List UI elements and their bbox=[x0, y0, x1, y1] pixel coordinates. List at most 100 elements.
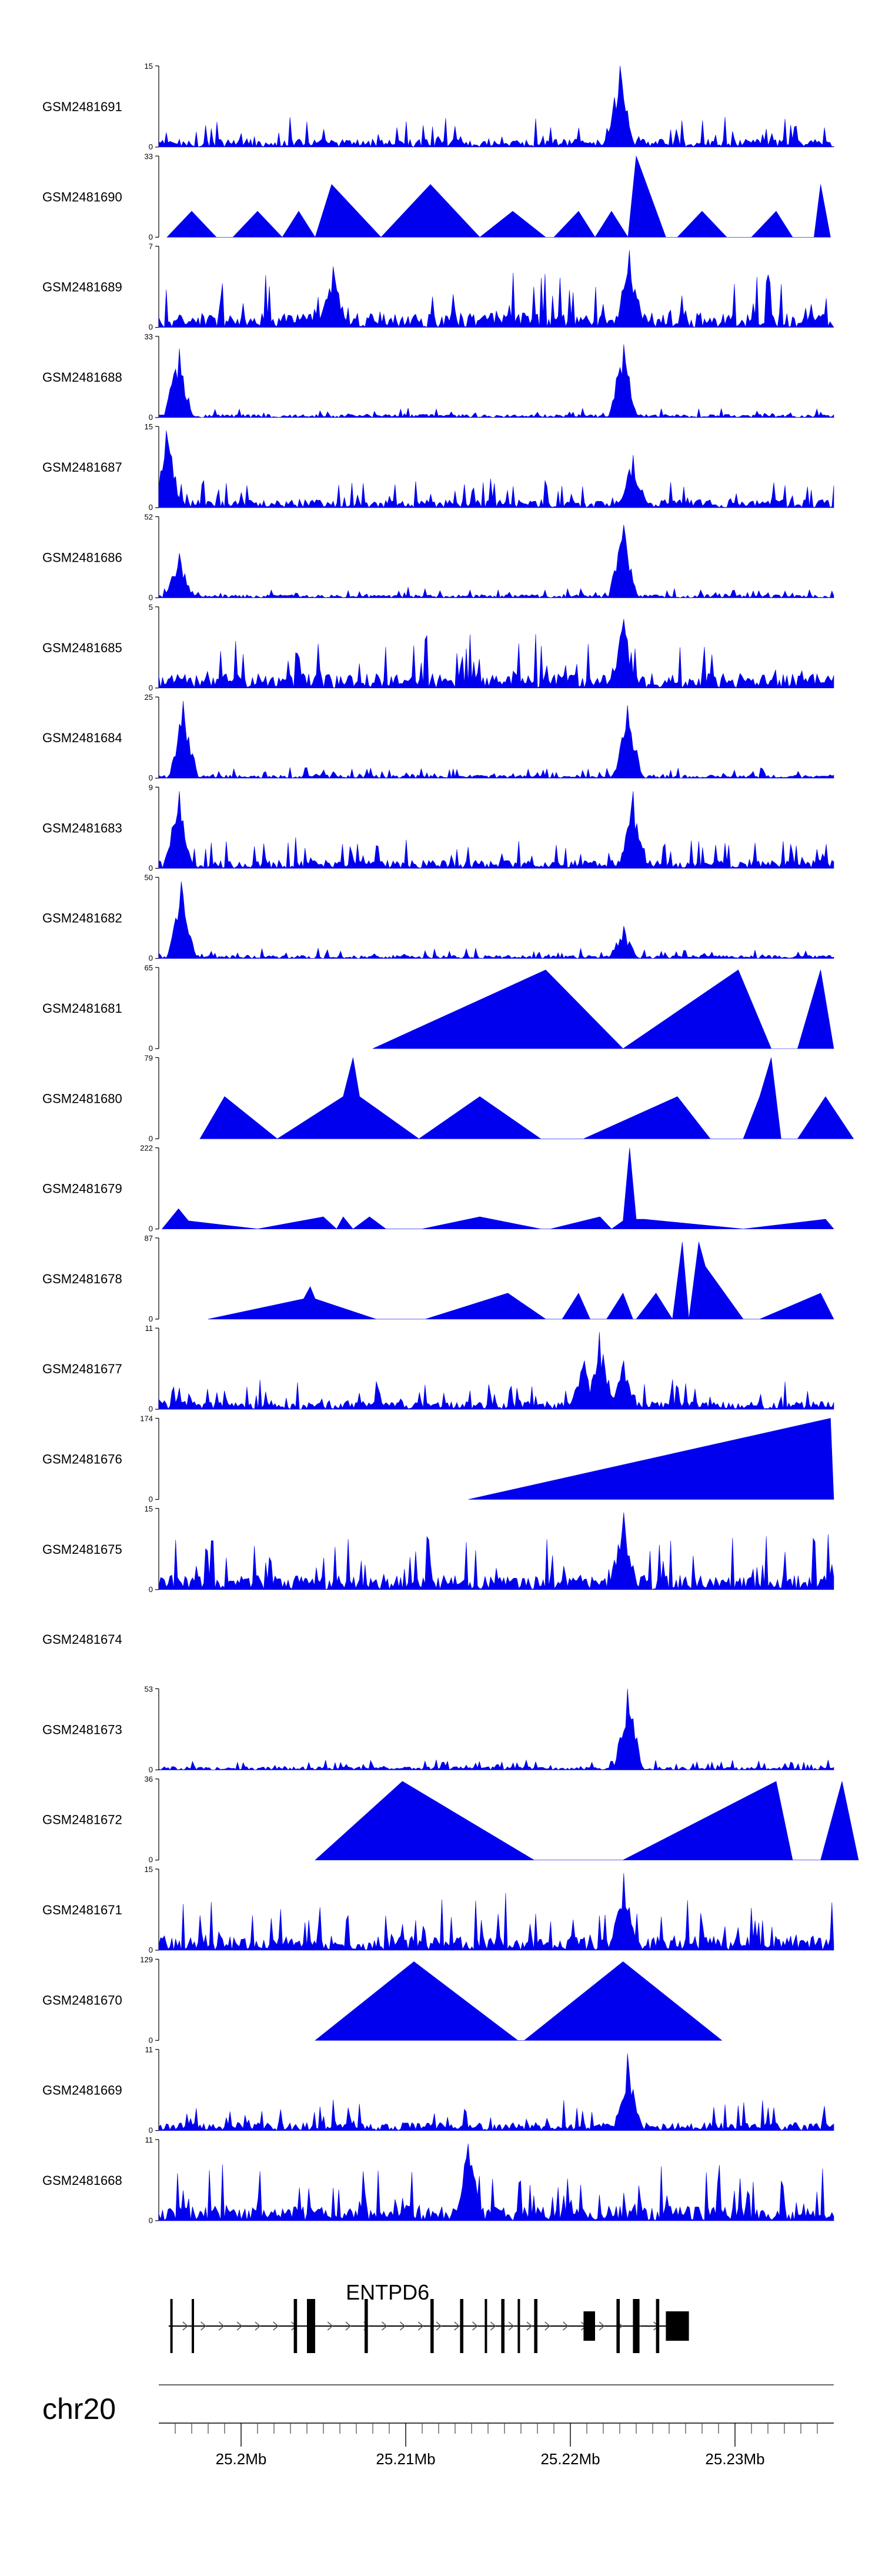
track-gsm2481674: GSM2481674 bbox=[42, 1632, 122, 1647]
exon bbox=[633, 2299, 640, 2353]
signal-area bbox=[158, 525, 834, 599]
strand-arrow bbox=[490, 2321, 496, 2331]
signal-area bbox=[158, 619, 834, 689]
track-label: GSM2481683 bbox=[42, 820, 122, 835]
track-label: GSM2481685 bbox=[42, 640, 122, 655]
signal-area bbox=[158, 2053, 834, 2131]
signal-area bbox=[158, 881, 834, 959]
exon bbox=[430, 2299, 434, 2353]
track-label: GSM2481686 bbox=[42, 550, 122, 565]
track-label: GSM2481680 bbox=[42, 1091, 122, 1106]
y-axis-zero-label: 0 bbox=[149, 954, 153, 963]
track-gsm2481668: GSM2481668 11 0 bbox=[42, 2135, 834, 2225]
strand-arrow bbox=[345, 2321, 352, 2331]
strand-arrow bbox=[182, 2321, 188, 2331]
signal-area bbox=[158, 2143, 834, 2221]
y-axis-zero-label: 0 bbox=[149, 683, 153, 692]
strand-arrow bbox=[236, 2321, 243, 2331]
signal-area bbox=[468, 1418, 834, 1500]
y-axis-zero-label: 0 bbox=[149, 142, 153, 151]
exon bbox=[501, 2299, 505, 2353]
track-gsm2481669: GSM2481669 11 0 bbox=[42, 2046, 834, 2135]
track-gsm2481681: GSM2481681 65 0 bbox=[42, 963, 834, 1053]
track-gsm2481690: GSM2481690 33 0 bbox=[42, 152, 831, 241]
y-axis-max-label: 79 bbox=[145, 1053, 153, 1062]
track-label: GSM2481677 bbox=[42, 1362, 122, 1376]
track-label: GSM2481674 bbox=[42, 1632, 122, 1647]
strand-arrow bbox=[255, 2321, 261, 2331]
signal-area bbox=[158, 1512, 834, 1590]
y-axis-max-label: 11 bbox=[145, 1324, 153, 1333]
y-axis-zero-label: 0 bbox=[149, 863, 153, 872]
y-axis-zero-label: 0 bbox=[149, 1585, 153, 1594]
signal-area bbox=[158, 250, 834, 328]
track-gsm2481676: GSM2481676 174 0 bbox=[42, 1414, 834, 1504]
signal-area bbox=[199, 1057, 854, 1139]
axis-tick-label: 25.2Mb bbox=[216, 2450, 267, 2468]
y-axis-max-label: 87 bbox=[145, 1234, 153, 1243]
track-label: GSM2481691 bbox=[42, 99, 122, 114]
exon bbox=[656, 2299, 660, 2353]
strand-arrow bbox=[454, 2321, 460, 2331]
y-axis-max-label: 9 bbox=[149, 783, 153, 792]
y-axis-zero-label: 0 bbox=[149, 1946, 153, 1954]
track-gsm2481685: GSM2481685 5 0 bbox=[42, 603, 834, 692]
y-axis-zero-label: 0 bbox=[149, 2126, 153, 2135]
signal-area bbox=[166, 156, 831, 238]
exon bbox=[460, 2299, 463, 2353]
y-axis-max-label: 5 bbox=[149, 603, 153, 612]
track-gsm2481686: GSM2481686 52 0 bbox=[42, 513, 834, 602]
strand-arrow bbox=[472, 2321, 478, 2331]
strand-arrow bbox=[508, 2321, 514, 2331]
strand-arrow bbox=[273, 2321, 279, 2331]
signal-area bbox=[372, 969, 834, 1049]
track-label: GSM2481684 bbox=[42, 730, 122, 745]
strand-arrow bbox=[526, 2321, 533, 2331]
y-axis-max-label: 33 bbox=[145, 152, 153, 161]
y-axis-zero-label: 0 bbox=[149, 1404, 153, 1413]
track-label: GSM2481673 bbox=[42, 1722, 122, 1737]
y-axis-max-label: 53 bbox=[145, 1684, 153, 1693]
y-axis-max-label: 36 bbox=[145, 1775, 153, 1784]
track-gsm2481687: GSM2481687 15 0 bbox=[42, 422, 834, 512]
y-axis-zero-label: 0 bbox=[149, 2036, 153, 2044]
exon bbox=[583, 2311, 595, 2341]
y-axis-zero-label: 0 bbox=[149, 232, 153, 241]
y-axis-max-label: 52 bbox=[145, 513, 153, 522]
y-axis-zero-label: 0 bbox=[149, 593, 153, 602]
signal-area bbox=[208, 1242, 834, 1320]
y-axis-zero-label: 0 bbox=[149, 1134, 153, 1143]
track-gsm2481672: GSM2481672 36 0 bbox=[42, 1775, 859, 1864]
strand-arrow bbox=[382, 2321, 387, 2331]
y-axis-max-label: 15 bbox=[145, 422, 153, 431]
y-axis-zero-label: 0 bbox=[149, 503, 153, 512]
exon bbox=[616, 2299, 620, 2353]
track-label: GSM2481679 bbox=[42, 1182, 122, 1196]
y-axis-max-label: 129 bbox=[140, 1955, 153, 1964]
y-axis-max-label: 65 bbox=[145, 963, 153, 972]
y-axis-zero-label: 0 bbox=[149, 1765, 153, 1774]
chromosome-ideogram: chr20 bbox=[42, 2384, 834, 2425]
track-label: GSM2481676 bbox=[42, 1452, 122, 1467]
exon bbox=[192, 2299, 194, 2353]
track-gsm2481682: GSM2481682 50 0 bbox=[42, 873, 834, 963]
y-axis-zero-label: 0 bbox=[149, 323, 153, 332]
exon bbox=[666, 2311, 689, 2341]
y-axis-max-label: 33 bbox=[145, 332, 153, 341]
exon bbox=[365, 2299, 368, 2353]
genome-axis: 25.2Mb 25.21Mb 25.22Mb 25.23Mb bbox=[159, 2422, 834, 2468]
track-label: GSM2481681 bbox=[42, 1001, 122, 1016]
y-axis-max-label: 15 bbox=[145, 1504, 153, 1513]
track-label: GSM2481675 bbox=[42, 1542, 122, 1557]
strand-arrow bbox=[417, 2321, 424, 2331]
strand-arrow bbox=[599, 2321, 605, 2331]
y-axis-zero-label: 0 bbox=[149, 2216, 153, 2225]
exon bbox=[517, 2299, 520, 2353]
y-axis-max-label: 25 bbox=[145, 693, 153, 702]
y-axis-max-label: 11 bbox=[145, 2046, 153, 2054]
y-axis-max-label: 15 bbox=[145, 62, 153, 71]
exon bbox=[170, 2299, 173, 2353]
track-gsm2481689: GSM2481689 7 0 bbox=[42, 242, 834, 332]
signal-area bbox=[158, 1689, 834, 1771]
